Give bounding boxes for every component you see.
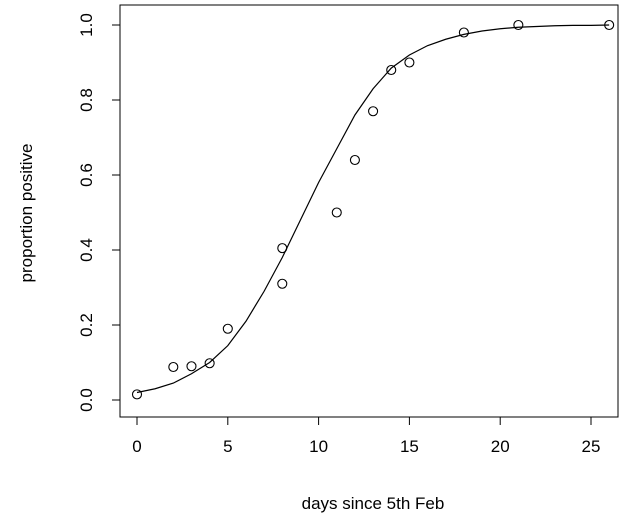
x-tick-label: 10 <box>309 437 328 456</box>
y-tick-label: 0.4 <box>77 238 96 262</box>
data-point <box>186 361 197 372</box>
y-axis-title: proportion positive <box>17 144 36 283</box>
data-point <box>458 27 469 38</box>
x-axis-title: days since 5th Feb <box>302 494 445 513</box>
data-point <box>368 106 379 117</box>
x-tick-label: 0 <box>132 437 141 456</box>
data-point <box>168 361 179 373</box>
y-tick-label: 0.2 <box>77 313 96 337</box>
x-tick-label: 20 <box>491 437 510 456</box>
data-point <box>349 154 360 166</box>
plot-frame <box>119 4 619 418</box>
data-point <box>277 243 288 254</box>
y-tick-label: 1.0 <box>77 13 96 37</box>
fitted-curve-line <box>136 24 610 394</box>
data-point <box>331 207 342 218</box>
x-tick-label: 15 <box>400 437 419 456</box>
y-tick-label: 0.6 <box>77 163 96 187</box>
data-point <box>513 19 524 31</box>
data-point <box>604 19 615 31</box>
x-tick-label: 25 <box>582 437 601 456</box>
data-point <box>131 389 143 400</box>
data-point <box>204 358 215 369</box>
data-point <box>222 323 233 334</box>
y-tick-label: 0.8 <box>77 88 96 112</box>
data-point <box>386 64 397 76</box>
x-tick-label: 5 <box>223 437 232 456</box>
data-point <box>277 278 288 289</box>
y-tick-label: 0.0 <box>77 388 96 412</box>
data-point <box>404 57 415 68</box>
